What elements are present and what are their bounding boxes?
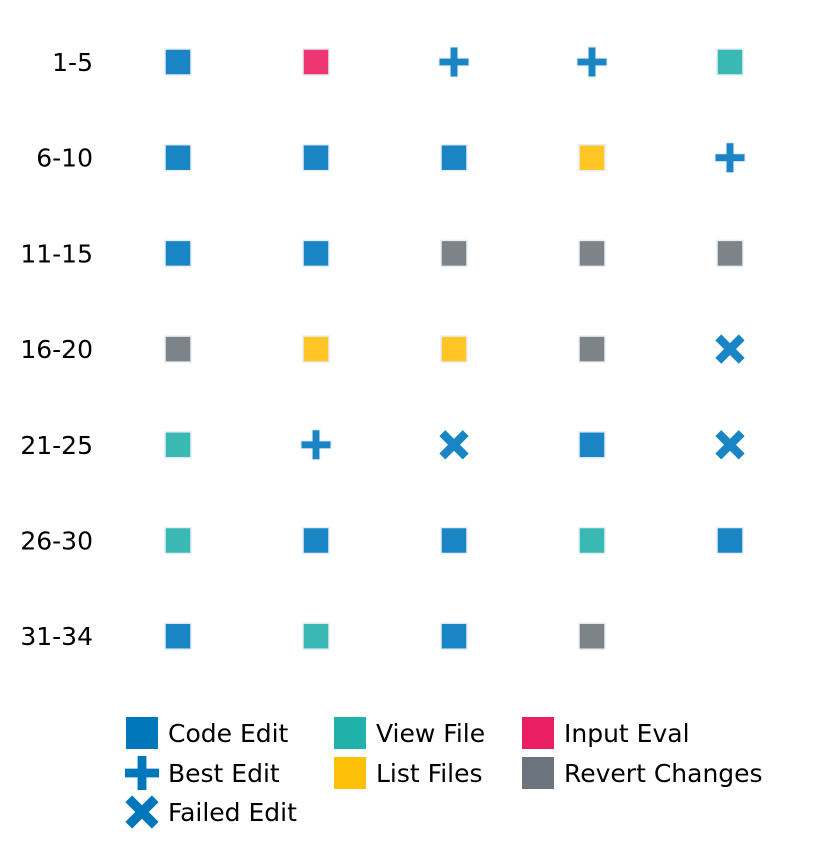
row-label: 6-10 — [36, 144, 93, 173]
cell-code-edit-marker — [302, 526, 330, 555]
cell-code-edit-marker — [164, 48, 192, 76]
cell-revert-changes-marker — [164, 335, 192, 363]
row-label: 21-25 — [20, 431, 93, 460]
legend-label: Best Edit — [168, 759, 280, 788]
legend: Code Edit Best Edit Failed Edit View File Li… — [125, 717, 763, 829]
cell-code-edit-marker — [440, 143, 468, 172]
legend-label: Revert Changes — [564, 759, 763, 788]
cell-failed-edit-marker — [715, 430, 745, 460]
cell-best-edit-marker — [438, 46, 470, 78]
cell-failed-edit-marker — [439, 430, 469, 460]
legend-failed-edit-marker — [125, 795, 159, 829]
legend-label: Code Edit — [168, 719, 289, 748]
cell-view-file-marker — [578, 526, 606, 555]
cell-input-eval-marker — [302, 48, 330, 76]
grid-layer: 1-5 6-10 11-15 16-20 21-25 26-30 31-34 — [20, 46, 746, 651]
cell-code-edit-marker — [716, 526, 744, 555]
cell-code-edit-marker — [440, 622, 468, 650]
legend-list-files-marker — [334, 757, 366, 789]
row-label: 11-15 — [20, 239, 93, 268]
cell-list-files-marker — [578, 143, 606, 172]
cell-best-edit-marker — [714, 142, 746, 174]
cell-best-edit-marker — [300, 429, 332, 461]
cell-revert-changes-marker — [578, 239, 606, 268]
row-label: 31-34 — [20, 622, 93, 651]
row-label: 16-20 — [20, 335, 93, 364]
legend-label: Input Eval — [564, 719, 690, 748]
row-label: 26-30 — [20, 527, 93, 556]
cell-view-file-marker — [164, 431, 192, 459]
cell-revert-changes-marker — [578, 335, 606, 363]
cell-revert-changes-marker — [440, 239, 468, 268]
legend-label: Failed Edit — [168, 798, 297, 827]
cell-list-files-marker — [302, 335, 330, 363]
legend-revert-changes-marker — [522, 757, 554, 789]
legend-view-file-marker — [334, 717, 366, 749]
cell-best-edit-marker — [576, 46, 608, 78]
cell-revert-changes-marker — [716, 239, 744, 268]
cell-code-edit-marker — [440, 526, 468, 555]
cell-code-edit-marker — [164, 143, 192, 172]
cell-view-file-marker — [164, 526, 192, 555]
cell-code-edit-marker — [164, 622, 192, 650]
cell-view-file-marker — [302, 622, 330, 650]
cell-list-files-marker — [440, 335, 468, 363]
legend-code-edit-marker — [126, 717, 158, 749]
cell-code-edit-marker — [302, 143, 330, 172]
legend-best-edit-marker — [125, 756, 159, 791]
cell-failed-edit-marker — [715, 334, 745, 364]
cell-code-edit-marker — [302, 239, 330, 268]
cell-view-file-marker — [716, 48, 744, 76]
row-label: 1-5 — [52, 48, 93, 77]
legend-input-eval-marker — [522, 717, 554, 749]
legend-label: List Files — [376, 759, 483, 788]
cell-revert-changes-marker — [578, 622, 606, 650]
cell-code-edit-marker — [578, 431, 606, 459]
cell-code-edit-marker — [164, 239, 192, 268]
legend-label: View File — [376, 719, 485, 748]
